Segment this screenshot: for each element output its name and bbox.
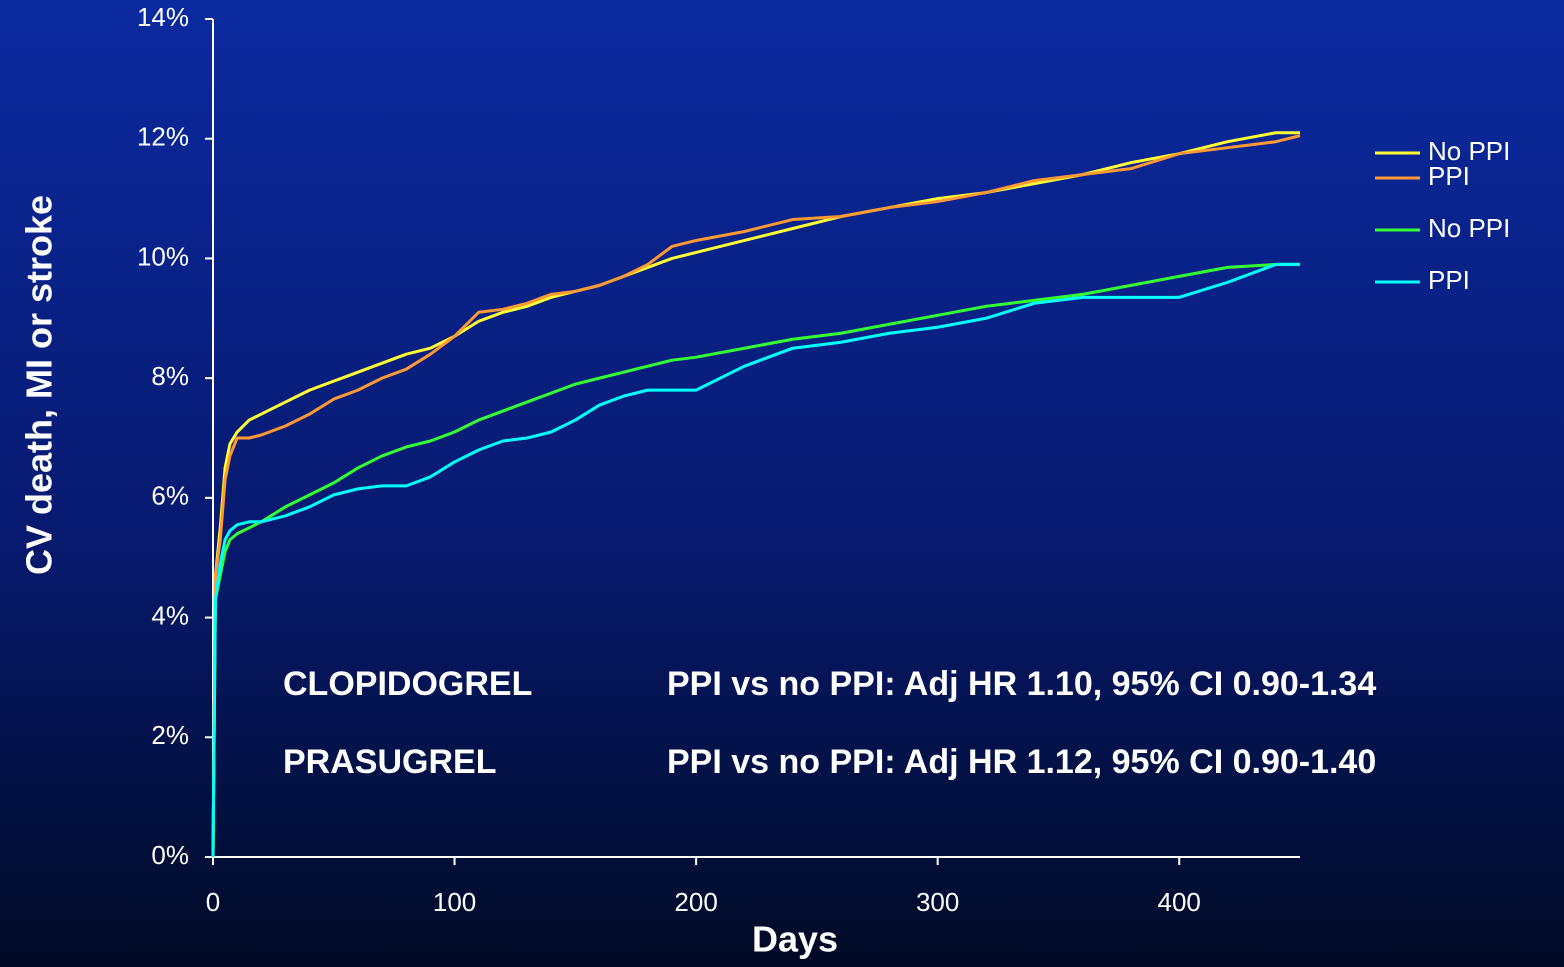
series-line — [211, 262, 1300, 858]
series-line — [211, 131, 1300, 858]
x-tick-label: 400 — [1158, 887, 1201, 917]
annotation-drug: CLOPIDOGREL — [283, 665, 532, 703]
y-tick-label: 0% — [151, 840, 189, 870]
legend-label: No PPI — [1428, 213, 1510, 243]
y-tick-label: 2% — [151, 720, 189, 750]
x-axis-label: Days — [752, 919, 838, 960]
series-line — [211, 134, 1301, 858]
x-tick-label: 300 — [916, 887, 959, 917]
legend-label: No PPI — [1428, 136, 1510, 166]
annotation-drug: PRASUGREL — [283, 743, 496, 781]
x-tick-label: 200 — [674, 887, 717, 917]
y-tick-label: 6% — [151, 481, 189, 511]
x-tick-label: 100 — [433, 887, 476, 917]
annotation-text: PPI vs no PPI: Adj HR 1.12, 95% CI 0.90-… — [667, 743, 1376, 781]
y-tick-label: 12% — [137, 122, 189, 152]
y-tick-label: 4% — [151, 600, 189, 630]
y-tick-label: 10% — [137, 241, 189, 271]
y-axis-label: CV death, MI or stroke — [19, 195, 60, 575]
y-tick-label: 14% — [137, 2, 189, 32]
legend-label: PPI — [1428, 265, 1470, 295]
y-tick-label: 8% — [151, 361, 189, 391]
x-tick-label: 0 — [206, 887, 220, 917]
series-line — [211, 262, 1300, 858]
legend-label: PPI — [1428, 161, 1470, 191]
annotation-text: PPI vs no PPI: Adj HR 1.10, 95% CI 0.90-… — [667, 665, 1376, 703]
